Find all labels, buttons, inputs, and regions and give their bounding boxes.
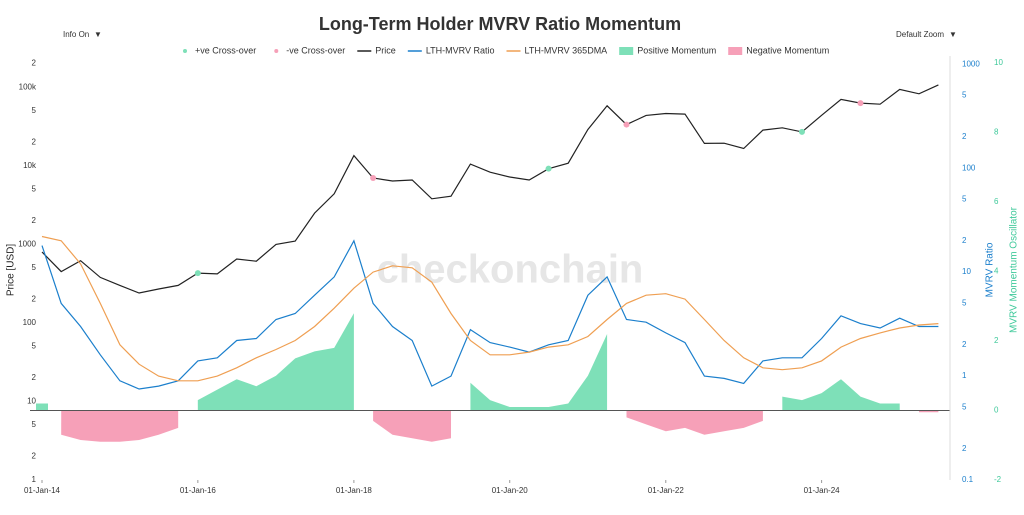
legend-label: Price (375, 45, 396, 55)
legend-marker (728, 47, 743, 55)
y2-axis-title: MVRV Ratio (985, 242, 996, 297)
y3ticks-label: 0 (994, 406, 999, 415)
y2ticks-label: 10 (962, 267, 971, 276)
zoom-select[interactable]: Default Zoom (896, 30, 944, 39)
zoom-dropdown-icon[interactable]: ▼ (949, 30, 957, 39)
yticks-label: 2 (32, 373, 37, 382)
yticks-label: 10k (23, 161, 37, 170)
yticks-label: 5 (32, 263, 37, 272)
yticks-label: 5 (32, 342, 37, 351)
y2ticks-label: 5 (962, 402, 967, 411)
legend-label: Negative Momentum (746, 45, 829, 55)
y3ticks-label: 10 (994, 58, 1003, 67)
momentum-area (36, 403, 48, 411)
legend-marker (274, 49, 279, 53)
x-tick-label: 01-Jan-16 (180, 486, 217, 495)
y2ticks-label: 5 (962, 91, 967, 100)
y2ticks-label: 0.1 (962, 475, 974, 484)
y2ticks-label: 2 (962, 132, 967, 141)
yticks-label: 5 (32, 420, 37, 429)
y2ticks-label: 1 (962, 371, 967, 380)
yticks-label: 2 (32, 216, 37, 225)
yticks-label: 2 (32, 451, 37, 460)
cross-over-point (623, 121, 630, 128)
y3ticks-label: 2 (994, 336, 999, 345)
y2ticks-label: 5 (962, 195, 967, 204)
y2ticks-label: 1000 (962, 59, 980, 68)
momentum-area (61, 410, 179, 442)
cross-over-point (545, 165, 552, 172)
cross-over-point (194, 270, 201, 277)
legend-label: -ve Cross-over (286, 45, 345, 55)
y2ticks-label: 5 (962, 299, 967, 308)
y2ticks-label: 2 (962, 340, 967, 349)
info-dropdown-icon[interactable]: ▼ (94, 30, 102, 39)
series-line (41, 84, 939, 294)
series-line (41, 235, 939, 382)
x-tick-label: 01-Jan-20 (492, 486, 529, 495)
yticks-label: 2 (32, 137, 37, 146)
legend-label: LTH-MVRV 365DMA (525, 45, 608, 55)
yticks-label: 100k (19, 82, 37, 91)
cross-over-point (798, 128, 805, 135)
legend-label: LTH-MVRV Ratio (426, 45, 495, 55)
momentum-area (373, 410, 452, 442)
legend-label: Positive Momentum (637, 45, 716, 55)
chart-title: Long-Term Holder MVRV Ratio Momentum (319, 14, 681, 34)
yticks-label: 2 (32, 294, 37, 303)
cross-over-point (370, 174, 377, 181)
momentum-area (626, 410, 763, 435)
y2ticks-label: 100 (962, 163, 976, 172)
y3ticks-label: 4 (994, 267, 999, 276)
momentum-area (782, 379, 900, 411)
legend-label: +ve Cross-over (195, 45, 256, 55)
yticks-label: 1000 (18, 239, 36, 248)
y3-axis-title: MVRV Momentum Oscillator (1009, 206, 1020, 333)
cross-over-point (857, 100, 864, 107)
watermark: checkonchain (377, 248, 644, 292)
y2ticks-label: 2 (962, 236, 967, 245)
series-line (41, 239, 939, 390)
yticks-label: 1 (32, 475, 37, 484)
y3ticks-label: 8 (994, 128, 999, 137)
x-tick-label: 01-Jan-18 (336, 486, 373, 495)
momentum-area (470, 334, 608, 411)
x-tick-label: 01-Jan-24 (804, 486, 841, 495)
legend-marker (183, 49, 187, 53)
momentum-area (197, 313, 354, 411)
y3ticks-label: 6 (994, 197, 999, 206)
yticks-label: 5 (32, 185, 37, 194)
yticks-label: 2 (32, 59, 37, 68)
yticks-label: 10 (27, 397, 36, 406)
y3ticks-label: -2 (994, 475, 1002, 484)
legend-marker (619, 47, 634, 55)
x-tick-label: 01-Jan-14 (24, 486, 61, 495)
y2ticks-label: 2 (962, 444, 967, 453)
y-axis-title: Price [USD] (6, 244, 17, 296)
x-tick-label: 01-Jan-22 (648, 486, 685, 495)
yticks-label: 100 (23, 318, 37, 327)
yticks-label: 5 (32, 106, 37, 115)
info-toggle[interactable]: Info On (63, 30, 89, 39)
